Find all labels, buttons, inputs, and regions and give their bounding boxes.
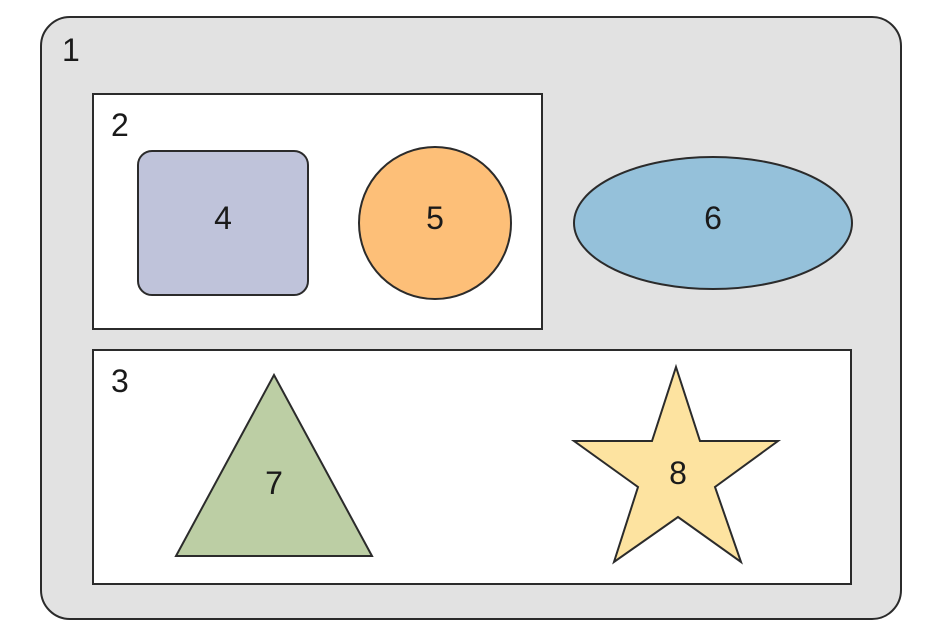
container-1-label: 1 [62, 32, 80, 68]
group-2 [92, 93, 543, 330]
group-2-label: 2 [111, 107, 129, 143]
group-3-label: 3 [111, 363, 129, 399]
group-3 [92, 349, 852, 585]
